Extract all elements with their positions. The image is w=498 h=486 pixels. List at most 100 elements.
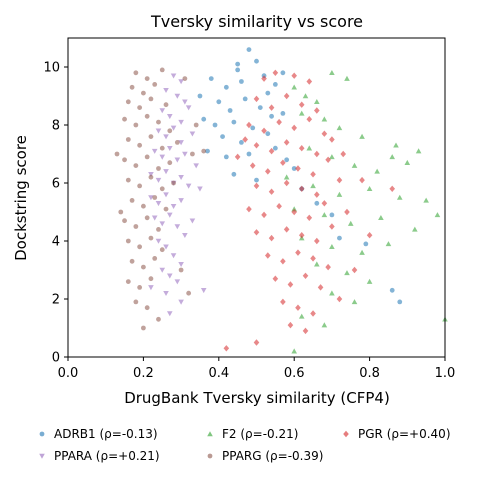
data-point [201,148,207,154]
data-point [254,58,259,64]
data-point [174,224,181,230]
data-point [182,232,188,238]
data-point [156,227,161,232]
data-point [125,177,131,183]
data-point [257,105,263,110]
data-point [280,159,286,166]
legend: ADRB1 (ρ=-0.13) F2 (ρ=-0.21) PGR (ρ=+0.40)… [39,427,451,463]
data-point [254,177,259,183]
data-point [397,299,403,305]
data-point [329,290,335,296]
data-point [261,127,267,135]
data-point [298,231,305,239]
x-tick-label: 0.0 [58,366,79,381]
data-point [239,140,244,145]
data-point [389,185,396,193]
data-point [378,215,384,221]
data-point [212,122,218,128]
legend-label: PPARA (ρ=+0.21) [54,449,160,463]
data-point [200,288,207,294]
data-point [133,224,139,229]
data-point [137,105,143,110]
data-point [340,150,347,158]
data-point [193,163,199,169]
data-point [317,284,324,291]
data-point [235,67,241,73]
data-point [163,102,169,108]
data-point [178,140,184,146]
data-point [178,261,184,267]
data-point [148,96,154,102]
data-point [171,180,176,186]
x-tick-label: 0.2 [133,366,154,381]
data-point [185,183,192,189]
data-point [265,131,271,137]
data-point [280,258,286,265]
chart-title: Tversky similarity vs score [150,12,363,31]
data-point [223,154,229,160]
data-point [298,313,305,319]
data-point [141,203,146,209]
data-point [182,76,188,81]
series-4 [114,67,207,331]
data-point [415,148,422,154]
data-point [250,125,256,131]
legend-marker [39,431,45,437]
data-point [280,70,286,76]
data-point [190,151,195,157]
data-point [159,67,165,73]
data-point [276,118,282,126]
data-point [227,108,233,113]
data-point [170,203,177,209]
data-point [125,137,131,142]
data-point [182,99,188,105]
data-point [329,212,335,218]
data-point [148,276,154,282]
data-point [298,101,305,108]
data-point [249,162,256,169]
data-point [351,266,358,274]
legend-marker [39,453,45,459]
y-axis-ticks: 0 2 4 6 8 10 [43,61,68,366]
data-point [137,244,143,250]
data-point [156,166,161,171]
data-point [155,177,162,183]
data-point [302,93,309,99]
data-point [306,214,313,222]
data-point [276,202,282,210]
data-point [261,211,267,219]
data-point [242,136,248,143]
data-point [268,147,275,155]
data-point [329,223,335,230]
data-point [170,125,177,131]
data-point [366,278,373,284]
data-point [306,115,313,123]
x-tick-label: 1.0 [435,366,456,381]
data-point [434,212,441,218]
data-point [159,186,165,192]
data-point [306,78,313,85]
x-tick-label: 0.8 [359,366,380,381]
data-point [283,179,290,187]
data-point [178,119,184,125]
data-point [163,87,169,93]
data-point [148,285,154,291]
data-point [156,119,161,125]
data-point [125,279,131,284]
data-point [393,142,399,148]
data-point [167,128,173,134]
data-point [291,348,297,354]
data-point [302,272,309,280]
data-point [265,252,271,259]
data-point [141,264,146,270]
series-0 [197,47,403,305]
data-point [223,345,230,352]
data-point [295,249,301,256]
data-point [291,166,297,171]
data-point [291,84,297,90]
data-point [302,327,309,335]
data-point [268,104,275,111]
data-point [137,183,143,189]
data-point [148,235,154,241]
data-point [423,197,429,203]
